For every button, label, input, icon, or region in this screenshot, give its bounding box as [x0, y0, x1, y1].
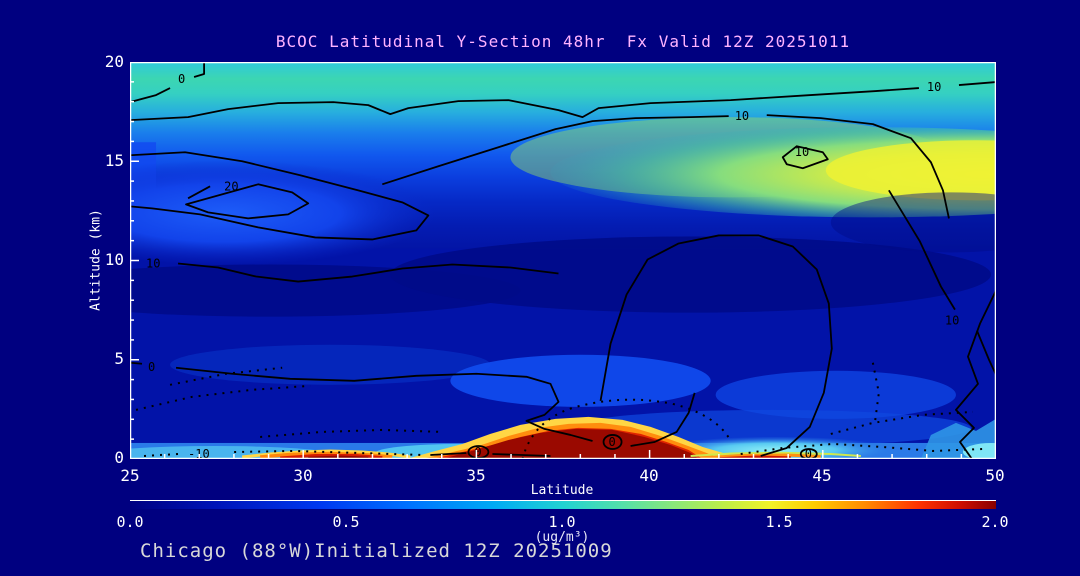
y-tick-label: 10	[104, 250, 124, 269]
x-tick-label: 25	[120, 466, 140, 485]
overlay-contour-lines-negative	[135, 362, 984, 459]
colorbar-tick-label: 0.0	[116, 513, 144, 531]
x-tick-label: 35	[466, 466, 486, 485]
y-tick-label: 15	[104, 151, 124, 170]
colorbar-tick-label: 2.0	[981, 513, 1009, 531]
caption: Chicago (88°W)Initialized 12Z 20251009	[140, 540, 613, 562]
page-title: BCOC Latitudinal Y-Section 48hr Fx Valid…	[275, 32, 851, 51]
overlay-contour-lines	[130, 63, 996, 459]
contour-label: 0	[178, 72, 185, 86]
x-tick-label: 50	[985, 466, 1005, 485]
contour-label: 0	[474, 445, 481, 459]
contour-label: 10	[146, 257, 160, 271]
colorbar	[130, 500, 996, 509]
contour-plot: 0 10 10 10 20 10 10 0 0 0 -10 0	[130, 62, 996, 459]
y-tick-label: 20	[104, 52, 124, 71]
contour-label: -10	[188, 447, 210, 459]
contour-label: 0	[609, 435, 616, 449]
colorbar-tick-label: 0.5	[332, 513, 360, 531]
colorbar-tick-label: 1.5	[765, 513, 793, 531]
contour-label: 10	[795, 145, 809, 159]
contour-label: 10	[735, 109, 749, 123]
x-tick-label: 30	[293, 466, 313, 485]
contour-label: 0	[148, 360, 155, 374]
x-axis-label: Latitude	[530, 483, 594, 498]
contour-label: 10	[945, 314, 959, 328]
plot-frame	[130, 62, 996, 459]
colorbar-tick-label: 1.0	[548, 513, 576, 531]
x-tick-label: 45	[812, 466, 832, 485]
contour-label: 0	[805, 447, 812, 459]
filled-contour-field	[130, 62, 996, 459]
contour-labels: 0 10 10 10 20 10 10 0 0 0 -10 0	[146, 72, 959, 459]
y-tick-label: 5	[114, 349, 124, 368]
colorbar-units-label: (ug/m³)	[534, 530, 590, 545]
contour-label: 10	[927, 80, 941, 94]
y-tick-label: 0	[114, 448, 124, 467]
x-tick-label: 40	[639, 466, 659, 485]
contour-label: 20	[224, 179, 238, 193]
